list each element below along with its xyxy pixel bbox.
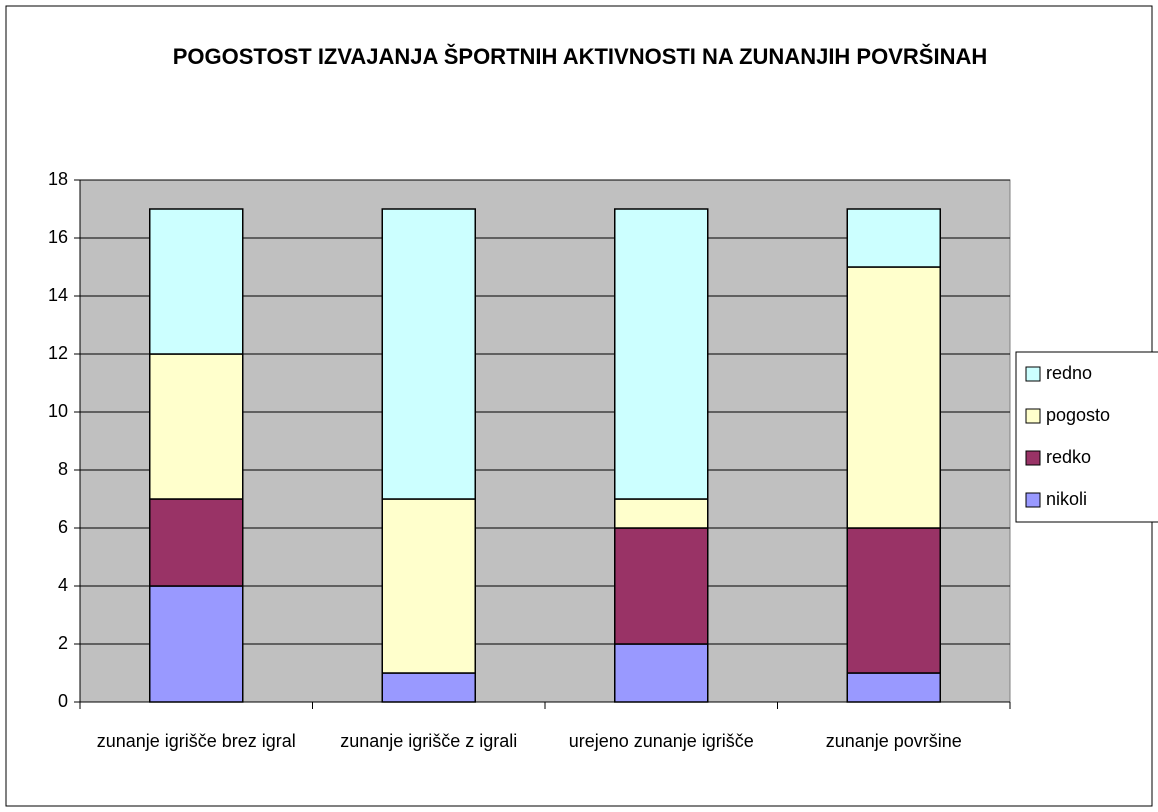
y-tick-label: 4	[58, 575, 68, 595]
legend-label: redno	[1046, 363, 1092, 383]
x-tick-label: zunanje površine	[825, 731, 962, 751]
bar-segment	[149, 353, 244, 500]
legend-swatch	[1025, 492, 1041, 508]
y-tick-label: 14	[48, 285, 68, 305]
bar-segment	[614, 498, 709, 529]
legend-swatch	[1025, 450, 1041, 466]
bar-segment	[846, 527, 941, 674]
y-tick-label: 18	[48, 169, 68, 189]
y-tick-label: 0	[58, 691, 68, 711]
chart-title: POGOSTOST IZVAJANJA ŠPORTNIH AKTIVNOSTI …	[172, 44, 988, 69]
bar-segment	[614, 527, 709, 645]
y-tick-label: 2	[58, 633, 68, 653]
x-tick-label: zunanje igrišče brez igral	[96, 731, 296, 751]
x-tick-label: urejeno zunanje igrišče	[568, 731, 754, 751]
legend-label: nikoli	[1046, 489, 1087, 509]
bar-segment	[149, 208, 244, 355]
y-tick-label: 8	[58, 459, 68, 479]
bar-segment	[846, 266, 941, 529]
bar-segment	[381, 498, 476, 674]
bar-segment	[149, 498, 244, 587]
y-tick-label: 6	[58, 517, 68, 537]
y-tick-label: 10	[48, 401, 68, 421]
bar-segment	[381, 208, 476, 500]
y-tick-label: 12	[48, 343, 68, 363]
bar-segment	[846, 672, 941, 703]
bar-segment	[149, 585, 244, 703]
bar-segment	[846, 208, 941, 268]
legend-swatch	[1025, 366, 1041, 382]
bar-segment	[614, 208, 709, 500]
legend-label: pogosto	[1046, 405, 1110, 425]
legend-label: redko	[1046, 447, 1091, 467]
y-tick-label: 16	[48, 227, 68, 247]
x-tick-label: zunanje igrišče z igrali	[340, 731, 518, 751]
bar-segment	[614, 643, 709, 703]
bar-segment	[381, 672, 476, 703]
legend-swatch	[1025, 408, 1041, 424]
